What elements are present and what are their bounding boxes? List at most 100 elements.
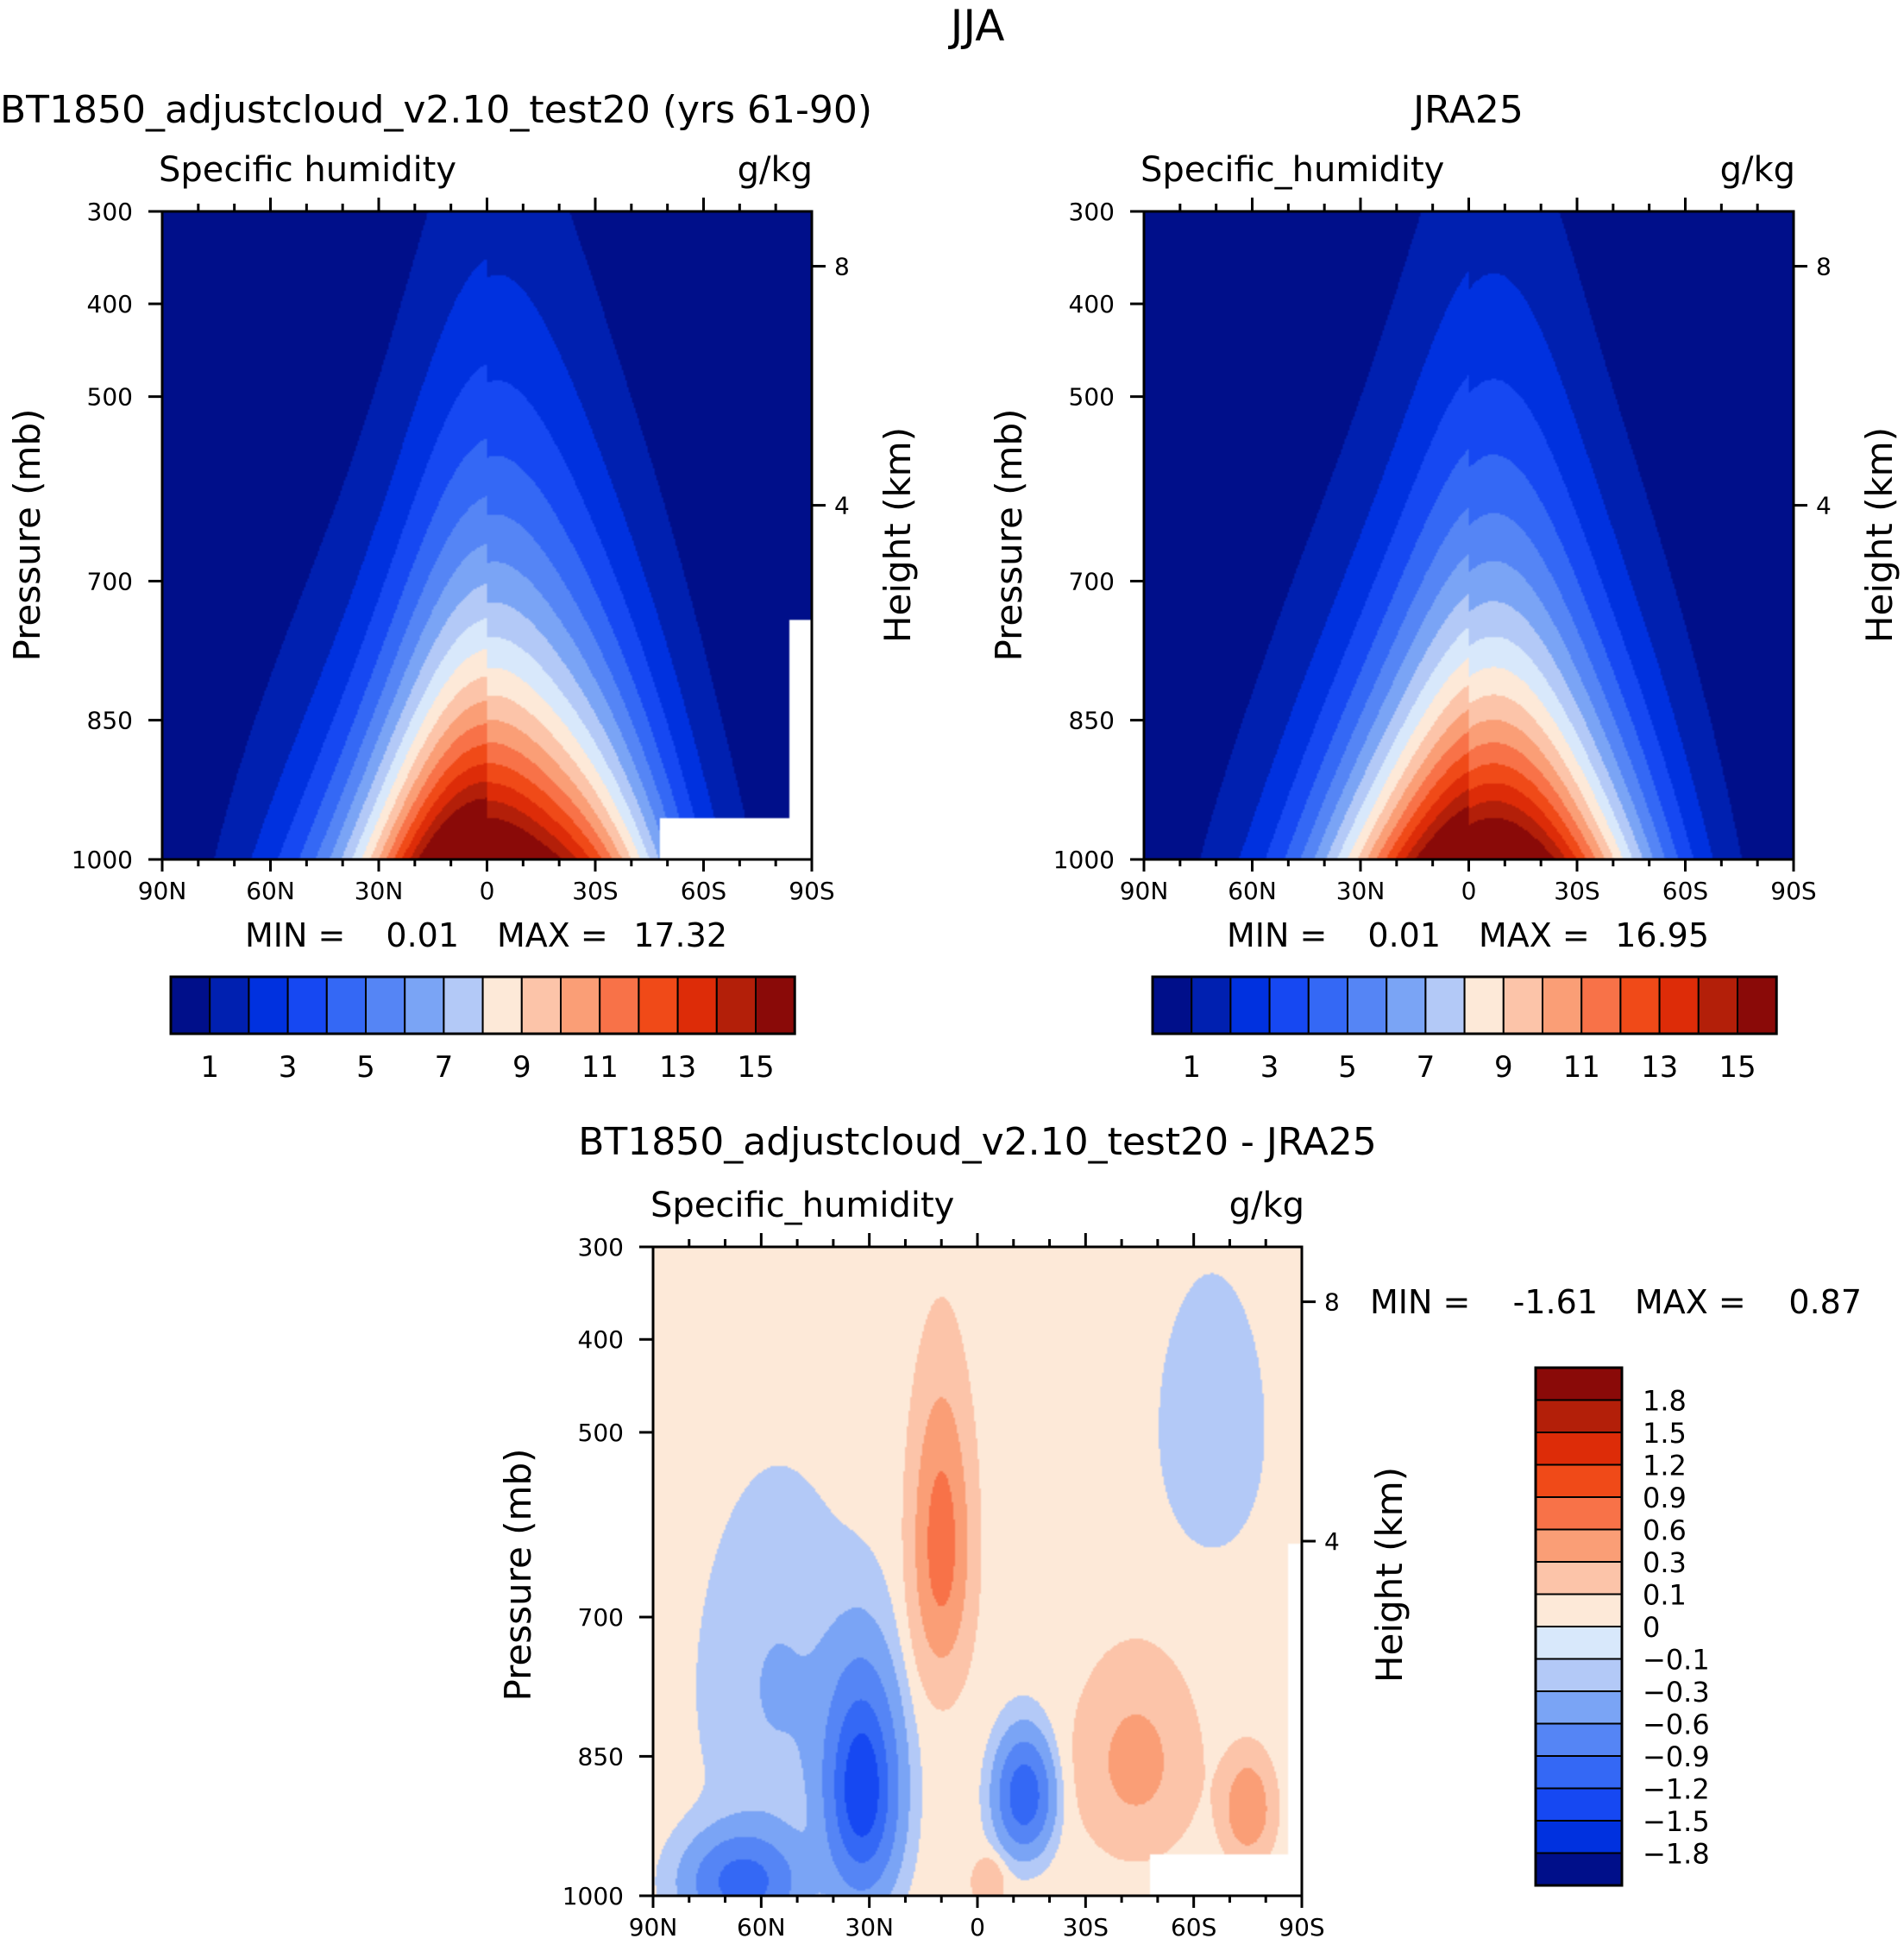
colorbar-swatch [1535,1690,1623,1725]
colorbar-label: 0.1 [1643,1579,1687,1612]
colorbar-swatch [365,976,406,1035]
colorbar-swatch [404,976,445,1035]
colorbar-swatch [1619,976,1661,1035]
y-tick-label: 500 [1069,383,1115,412]
y2-tick-label: 8 [834,253,850,281]
colorbar-swatch [1502,976,1544,1035]
x-tick-label: 60N [1228,877,1277,905]
y-tick-label: 850 [87,707,133,735]
colorbar-label: 5 [356,1050,375,1085]
colorbar-label: −1.5 [1643,1805,1710,1838]
y-tick-label: 400 [578,1325,624,1354]
colorbar-swatch [286,976,328,1035]
colorbar-label: 0.6 [1643,1514,1687,1547]
panel-diff-min-label: MIN = [1370,1283,1470,1321]
y-tick-label: 400 [1069,290,1115,318]
colorbar-label: 15 [737,1050,774,1085]
panel-diff-title: BT1850_adjustcloud_v2.10_test20 - JRA25 [578,1120,1377,1164]
panel-model: BT1850_adjustcloud_v2.10_test20 (yrs 61-… [0,88,919,1085]
panel-model-max-label: MAX = [497,916,608,954]
y-tick-label: 400 [87,290,133,318]
colorbar-swatch [1737,976,1778,1035]
panel-diff-max-value: 0.87 [1788,1283,1862,1321]
colorbar-label: −0.6 [1643,1709,1710,1741]
colorbar-swatch [1463,976,1505,1035]
colorbar-swatch [1424,976,1466,1035]
colorbar-swatch [325,976,367,1035]
colorbar-swatch [676,976,718,1035]
colorbar-label: 9 [1494,1050,1513,1085]
x-tick-label: 60S [681,877,726,905]
y-tick-label: 500 [87,383,133,412]
colorbar-swatch [1229,976,1271,1035]
x-tick-label: 0 [480,877,495,905]
panel-diff-field [653,1247,1302,1896]
colorbar-label: 1.2 [1643,1450,1687,1482]
x-tick-label: 0 [1461,877,1477,905]
colorbar-label: 1.5 [1643,1417,1687,1450]
panel-diff-colorbar: 1.81.51.20.90.60.30.10−0.1−0.3−0.6−0.9−1… [1534,1366,1710,1887]
panel-obs-field [1144,211,1794,859]
colorbar-swatch [170,976,211,1035]
colorbar-swatch [1535,1463,1623,1498]
y2-tick-label: 4 [1816,492,1832,520]
colorbar-swatch [1535,1561,1623,1595]
x-tick-label: 90S [1770,877,1816,905]
colorbar-label: 0.3 [1643,1546,1687,1579]
colorbar-label: 13 [659,1050,696,1085]
colorbar-swatch [209,976,250,1035]
colorbar-swatch [1535,1432,1623,1466]
colorbar-swatch [443,976,484,1035]
colorbar-swatch [1535,1626,1623,1660]
panel-diff: BT1850_adjustcloud_v2.10_test20 - JRA25 … [497,1120,1862,1942]
colorbar-swatch [1697,976,1739,1035]
y2-tick-label: 4 [834,492,850,520]
colorbar-swatch [1347,976,1388,1035]
panel-model-y2label: Height (km) [877,427,919,643]
panel-obs-colorbar: 1 3 5 7 9 11 13 15 [1151,975,1778,1085]
colorbar-label: −0.3 [1643,1676,1710,1709]
panel-model-title: BT1850_adjustcloud_v2.10_test20 (yrs 61-… [0,88,872,132]
y-tick-label: 300 [87,198,133,226]
x-tick-label: 60N [737,1913,786,1942]
colorbar-swatch [1535,1367,1623,1401]
figure-title: JJA [948,1,1005,51]
panel-obs-max-label: MAX = [1479,916,1590,954]
colorbar-swatch [1535,1820,1623,1854]
x-tick-label: 30S [1554,877,1599,905]
colorbar-swatch [1535,1787,1623,1822]
colorbar-swatch [1535,1722,1623,1757]
colorbar-label: −1.8 [1643,1838,1710,1871]
colorbar-swatch [599,976,640,1035]
y-tick-label: 850 [578,1742,624,1771]
colorbar-swatch [1535,1755,1623,1790]
colorbar-label: 9 [512,1050,531,1085]
colorbar-swatch [1307,976,1349,1035]
colorbar-swatch [1658,976,1700,1035]
y-tick-label: 1000 [562,1882,624,1910]
colorbar-swatch [755,976,796,1035]
panel-obs-min-value: 0.01 [1367,916,1441,954]
x-tick-label: 30N [845,1913,894,1942]
y-tick-label: 1000 [72,846,133,874]
panel-diff-variable: Specific_humidity [650,1186,954,1225]
colorbar-label: 1 [1182,1050,1201,1085]
colorbar-swatch [1535,1496,1623,1531]
x-tick-label: 90N [1120,877,1169,905]
panel-obs-variable: Specific_humidity [1141,150,1444,190]
x-tick-label: 90S [789,877,834,905]
colorbar-swatch [248,976,289,1035]
x-tick-label: 30S [572,877,618,905]
colorbar-swatch [481,976,523,1035]
colorbar-swatch [1580,976,1622,1035]
colorbar-swatch [1542,976,1583,1035]
colorbar-label: 3 [1260,1050,1279,1085]
y-tick-label: 700 [578,1603,624,1632]
y-tick-label: 300 [578,1233,624,1262]
panel-model-field [162,211,812,859]
x-tick-label: 90S [1279,1913,1324,1942]
colorbar-label: 3 [279,1050,298,1085]
colorbar-frame [1534,1366,1624,1887]
x-tick-label: 30N [1336,877,1386,905]
